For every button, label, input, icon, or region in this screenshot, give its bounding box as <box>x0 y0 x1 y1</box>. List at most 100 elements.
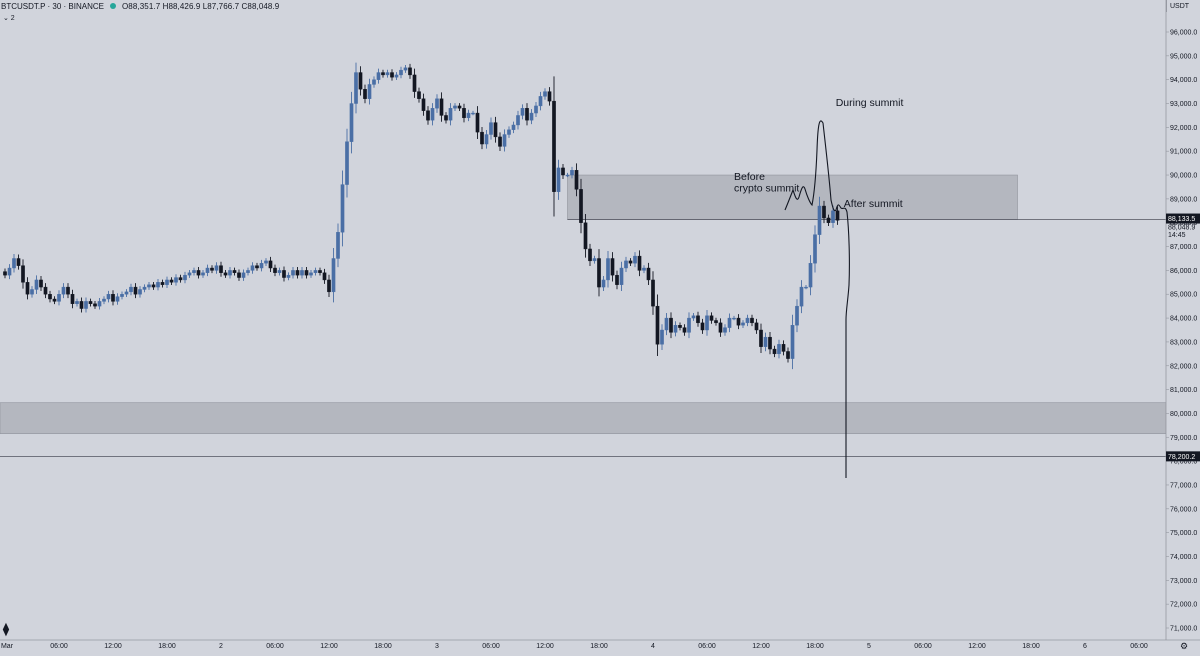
candle-body <box>174 277 178 283</box>
candle-body <box>768 336 772 350</box>
candle-body <box>619 267 624 285</box>
gear-icon[interactable]: ⚙ <box>1180 641 1189 651</box>
candle-body <box>282 270 286 278</box>
indicator-toggle[interactable]: ⌄ 2 <box>3 15 15 22</box>
chart-header: BTCUSDT.P · 30 · BINANCE O88,351.7 H88,4… <box>0 0 279 12</box>
candle-body <box>633 255 637 264</box>
candle-body <box>250 265 255 271</box>
candle-body <box>804 286 808 289</box>
candle-body <box>376 72 381 80</box>
candle-body <box>237 272 241 278</box>
candle-body <box>426 110 430 121</box>
candle-body <box>133 286 138 295</box>
candle-body <box>835 210 840 221</box>
price-tick-label: 89,000.0 <box>1170 196 1197 203</box>
candle-body <box>421 98 426 111</box>
candle-body <box>408 67 412 76</box>
candle-body <box>358 72 363 90</box>
candle-body <box>273 267 277 273</box>
candle-body <box>777 344 781 355</box>
candle-body <box>16 258 21 266</box>
candle-body <box>592 258 597 262</box>
candle-body <box>435 98 439 109</box>
candle-body <box>142 286 147 290</box>
candle-body <box>304 270 309 276</box>
candle-body <box>129 286 133 293</box>
price-tick-label: 79,000.0 <box>1170 435 1197 442</box>
time-tick-label: 12:00 <box>752 643 770 650</box>
candle-body <box>349 103 354 142</box>
candle-body <box>520 108 525 116</box>
candle-body <box>444 115 448 121</box>
countdown-label: 14:45 <box>1168 232 1186 239</box>
price-tick-label: 87,000.0 <box>1170 244 1197 251</box>
candle-body <box>183 274 187 281</box>
candle-body <box>124 291 129 295</box>
candle-body <box>655 305 660 345</box>
candle-body <box>52 298 57 302</box>
candle-body <box>336 232 340 259</box>
candle-body <box>232 270 237 273</box>
symbol-label[interactable]: BTCUSDT.P · 30 · BINANCE <box>1 1 104 11</box>
candle-body <box>516 115 520 126</box>
candle-body <box>624 260 628 269</box>
candle-body <box>579 189 583 223</box>
candle-body <box>493 122 498 138</box>
candle-body <box>583 222 588 250</box>
time-tick-label: 06:00 <box>266 643 284 650</box>
candle-body <box>709 315 714 321</box>
candle-body <box>529 112 534 121</box>
candle-body <box>471 112 475 115</box>
candle-body <box>790 325 795 359</box>
candle-body <box>507 129 511 135</box>
time-tick-label: 18:00 <box>1022 643 1040 650</box>
price-tick-label: 91,000.0 <box>1170 149 1197 156</box>
candle-body <box>412 74 417 92</box>
candle-body <box>741 322 745 326</box>
candle-body <box>502 134 507 147</box>
price-tick-label: 95,000.0 <box>1170 53 1197 60</box>
candle-body <box>826 217 831 223</box>
candle-body <box>534 105 538 114</box>
zones-layer <box>0 174 1167 435</box>
candle-body <box>205 267 210 273</box>
candle-body <box>21 265 25 283</box>
candle-body <box>7 267 12 276</box>
candle-body <box>394 74 399 78</box>
candle-body <box>160 282 165 285</box>
time-tick-label: 18:00 <box>374 643 392 650</box>
price-tick-label: 80,000.0 <box>1170 411 1197 418</box>
price-tick-label: 72,000.0 <box>1170 602 1197 609</box>
last-price-badge <box>1166 213 1200 224</box>
time-tick-label: 12:00 <box>968 643 986 650</box>
candle-body <box>192 270 196 273</box>
candle-body <box>714 320 718 324</box>
last-price-label: 88,133.5 <box>1168 216 1195 223</box>
tradingview-logo-icon[interactable]: ⧫ <box>3 622 9 636</box>
candle-body <box>615 274 619 285</box>
candle-body <box>556 167 561 192</box>
price-unit-selector[interactable]: USDT <box>1166 0 1200 12</box>
annotation-label: Before <box>734 171 765 183</box>
time-tick-label: 4 <box>651 643 655 650</box>
candle-body <box>439 98 444 116</box>
candle-body <box>642 267 646 271</box>
price-tick-label: 75,000.0 <box>1170 530 1197 537</box>
candle-body <box>187 272 192 276</box>
candle-body <box>367 84 372 99</box>
price-tick-label: 96,000.0 <box>1170 30 1197 37</box>
candle-body <box>169 279 174 283</box>
candle-body <box>565 174 570 177</box>
candle-body <box>570 170 574 176</box>
candle-body <box>39 279 43 288</box>
time-tick-label: 06:00 <box>914 643 932 650</box>
close-price-label: 88,048.9 <box>1168 225 1195 232</box>
candle-body <box>727 317 732 328</box>
candle-body <box>268 260 273 269</box>
candle-body <box>399 69 403 76</box>
price-tick-label: 86,000.0 <box>1170 268 1197 275</box>
candle-body <box>322 272 327 281</box>
candle-body <box>165 279 169 285</box>
price-tick-label: 78,000.0 <box>1170 459 1197 466</box>
